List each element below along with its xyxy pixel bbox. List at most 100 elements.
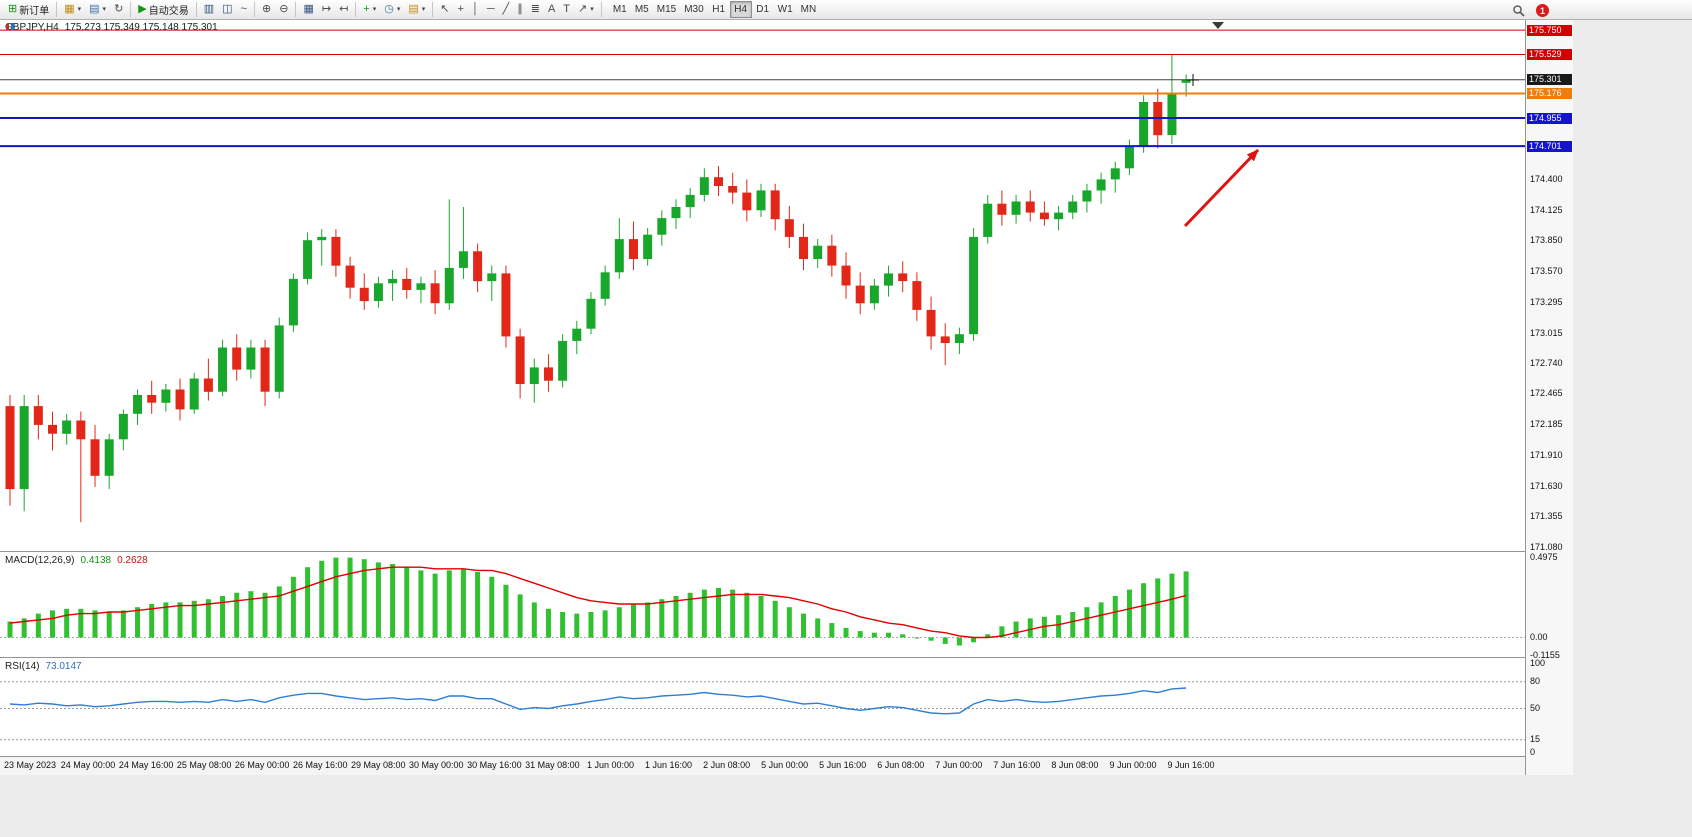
- price-axis[interactable]: 174.400 174.125 173.850 173.570 173.295 173.0…: [1525, 19, 1573, 775]
- timeframe-m15-button[interactable]: M15: [653, 1, 680, 18]
- macd-histogram-bar: [928, 637, 934, 641]
- macd-histogram-bar: [106, 612, 112, 638]
- candlestick: [586, 292, 596, 335]
- timeframe-m5-button[interactable]: M5: [631, 1, 653, 18]
- periods-button[interactable]: ◷ ▾: [380, 1, 404, 18]
- line-chart-icon: ~: [240, 3, 247, 15]
- macd-histogram-bar: [843, 627, 849, 638]
- timeframe-h1-button[interactable]: H1: [708, 1, 730, 18]
- macd-histogram-bar: [744, 592, 750, 638]
- timeframe-h4-button[interactable]: H4: [729, 1, 752, 18]
- macd-histogram-bar: [531, 602, 537, 638]
- rsi-panel[interactable]: RSI (14) 73.0147: [0, 657, 1525, 757]
- candlestick: [473, 243, 483, 293]
- macd-histogram-bar: [900, 634, 906, 638]
- candlestick: [869, 278, 879, 310]
- candle-body: [288, 278, 298, 326]
- text-icon: A: [547, 3, 556, 15]
- crosshair-tool-button[interactable]: +: [454, 1, 468, 18]
- macd-histogram-bar: [35, 613, 41, 638]
- macd-histogram-bar: [687, 592, 693, 638]
- candle-body: [756, 190, 766, 211]
- zoom-out-button[interactable]: ⊖: [275, 1, 292, 18]
- vertical-line-tool-button[interactable]: │: [468, 1, 483, 18]
- candle-body: [926, 309, 936, 337]
- label-tool-button[interactable]: T: [559, 1, 574, 18]
- candlestick: [600, 265, 610, 306]
- candlestick: [388, 270, 398, 301]
- auto-scroll-button[interactable]: ↦: [318, 1, 335, 18]
- macd-histogram-bar: [205, 599, 211, 638]
- bottom-filler: [0, 775, 1525, 837]
- zoom-in-button[interactable]: ⊕: [258, 1, 275, 18]
- autotrading-button[interactable]: ▶ 自动交易: [134, 1, 192, 18]
- macd-histogram-bar: [475, 572, 481, 638]
- refresh-button[interactable]: ↻: [110, 1, 127, 18]
- macd-histogram-bar: [517, 594, 523, 638]
- macd-histogram-bar: [191, 600, 197, 638]
- macd-histogram-bar: [7, 621, 13, 638]
- rsi-axis-label: 15: [1530, 733, 1541, 744]
- horizontal-line-tool-button[interactable]: ─: [483, 1, 499, 18]
- indicators-button[interactable]: + ▾: [359, 1, 380, 18]
- search-button[interactable]: [1508, 2, 1529, 19]
- candlestick: [260, 339, 270, 407]
- candlestick: [104, 433, 114, 490]
- price-tick-label: 171.910: [1530, 449, 1563, 460]
- candle-body: [501, 273, 511, 337]
- macd-histogram-bar: [616, 607, 622, 638]
- arrows-tool-button[interactable]: ↗ ▾: [574, 1, 598, 18]
- timeframe-m1-button[interactable]: M1: [609, 1, 631, 18]
- templates-button[interactable]: ▤ ▾: [404, 1, 429, 18]
- macd-histogram-bar: [333, 557, 339, 638]
- candle-body: [161, 389, 171, 403]
- macd-panel[interactable]: MACD (12,26,9) 0.4138 0.2628: [0, 551, 1525, 658]
- candlestick-chart-button[interactable]: ◫: [218, 1, 236, 18]
- time-axis-label: 5 Jun 16:00: [819, 760, 867, 770]
- channel-tool-button[interactable]: ∥: [513, 1, 527, 18]
- candlestick: [1068, 194, 1078, 220]
- channel-icon: ∥: [517, 3, 523, 15]
- candlestick: [841, 252, 851, 299]
- timeframe-w1-button[interactable]: W1: [774, 1, 797, 18]
- candle-body: [983, 203, 993, 237]
- cursor-tool-button[interactable]: ↖: [436, 1, 453, 18]
- trendline-tool-button[interactable]: ╱: [499, 1, 514, 18]
- level-price-badge: 175.176: [1527, 88, 1572, 99]
- candle-body: [997, 203, 1007, 215]
- timeframe-d1-button[interactable]: D1: [752, 1, 774, 18]
- candle-body: [813, 245, 823, 259]
- rsi-name: RSI: [5, 661, 22, 672]
- time-axis-label: 24 May 16:00: [118, 760, 174, 770]
- price-chart-panel[interactable]: GBPJPY,H4 175.273 175.349 175.148 175.30…: [0, 19, 1525, 551]
- macd-histogram-bar: [815, 618, 821, 638]
- candlestick: [558, 334, 568, 388]
- candlestick: [671, 199, 681, 230]
- line-chart-button[interactable]: ~: [237, 1, 251, 18]
- price-tick-label: 172.185: [1530, 419, 1563, 430]
- fibonacci-tool-button[interactable]: ≣: [527, 1, 544, 18]
- trend-arrow-annotation[interactable]: [1183, 148, 1260, 228]
- new-order-button[interactable]: ⊞ 新订单: [4, 1, 53, 18]
- timeframe-mn-button[interactable]: MN: [797, 1, 821, 18]
- macd-histogram-bar: [503, 584, 509, 638]
- profiles-button[interactable]: ▤ ▾: [85, 1, 110, 18]
- mouse-crosshair-icon: [1187, 74, 1199, 86]
- new-chart-button[interactable]: ▦ ▾: [60, 1, 85, 18]
- candlestick: [756, 183, 766, 217]
- macd-histogram-bar: [701, 589, 707, 638]
- chart-shift-marker-icon[interactable]: [1212, 22, 1224, 29]
- rsi-params: (14): [21, 661, 40, 672]
- time-axis[interactable]: 23 May 2023 24 May 00:00 24 May 16:00 25 Ma…: [0, 756, 1525, 775]
- tile-windows-button[interactable]: ▦: [299, 1, 317, 18]
- notification-badge[interactable]: 1: [1536, 4, 1549, 17]
- chart-shift-button[interactable]: ↤: [335, 1, 352, 18]
- candle-body: [558, 340, 568, 381]
- timeframe-m30-button[interactable]: M30: [680, 1, 707, 18]
- candlestick: [1167, 54, 1177, 144]
- macd-histogram-bar: [758, 596, 764, 638]
- chart-ohlc-header: GBPJPY,H4 175.273 175.349 175.148 175.30…: [5, 22, 218, 33]
- text-tool-button[interactable]: A: [544, 1, 559, 18]
- bars-chart-button[interactable]: ▥: [200, 1, 218, 18]
